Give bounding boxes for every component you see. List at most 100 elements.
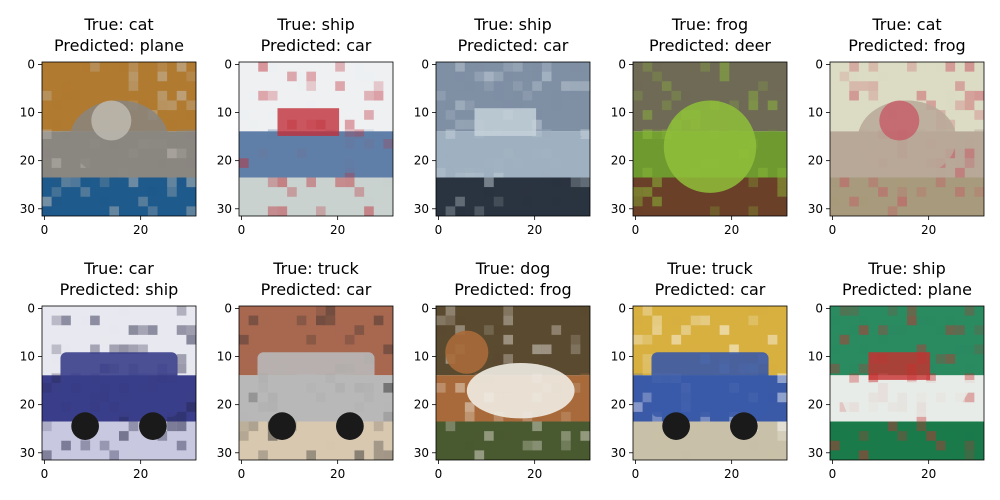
image-pixel [570,431,581,441]
y-tick-label: 0 [224,301,232,315]
image-pixel [633,206,643,216]
image-pixel [277,62,288,72]
y-tick-label: 20 [217,398,232,412]
image-pixel [455,62,465,72]
image-content [830,62,984,216]
image-pixel [186,158,196,168]
image-pixel [681,90,691,101]
image-pixel [248,431,259,441]
image-pixel [849,90,859,101]
panel-title: True: ship Predicted: car [239,14,393,56]
image-pixel [335,325,345,335]
x-tick-label: 20 [921,467,936,481]
image-pixel [364,206,374,216]
x-tick-label: 20 [921,223,936,237]
image-pixel [484,187,494,197]
image-pixel [42,334,52,345]
image-pixel [455,196,465,207]
image-pixel [70,306,81,316]
image-pixel [532,119,542,130]
image-pixel [719,71,730,82]
image-pixel [61,306,71,316]
image-pixel [373,306,384,316]
image-pixel [532,62,542,72]
image-pixel [690,62,701,72]
image-pixel [839,71,850,82]
image-pixel [907,62,917,72]
image-pixel [858,363,869,374]
image-pixel [455,325,465,335]
image-pixel [964,62,975,72]
image-pixel [436,315,446,326]
image-pixel [445,315,456,326]
image-pixel [551,196,562,207]
y-tick-label: 10 [611,350,626,364]
image-pixel [42,306,52,316]
image-pixel [522,71,533,82]
image-pixel [186,110,196,120]
image-pixel [551,100,562,111]
x-tick-label: 20 [527,467,542,481]
image-pixel [541,71,552,82]
image-pixel [758,167,768,178]
image-pixel [830,177,840,188]
image-pixel [858,431,869,441]
ship-cabin [868,352,931,380]
axes-frame [238,61,394,217]
image-pixel [267,129,278,139]
image-pixel [580,306,590,316]
image-pixel [738,62,749,72]
image-pixel [306,450,316,460]
image-pixel [147,177,158,188]
image-pixel [633,334,643,345]
image-pixel [642,315,653,326]
image-pixel [767,129,778,139]
image-pixel [503,334,513,345]
image-pixel [186,334,196,345]
image-pixel [42,421,52,432]
image-pixel [955,148,965,159]
image-pixel [287,71,297,82]
image-pixel [570,177,581,188]
image-pixel [248,90,259,101]
image-pixel [897,196,907,207]
image-pixel [916,421,927,432]
image-pixel [306,100,316,111]
image-pixel [354,81,365,91]
image-pixel [296,431,307,441]
image-pixel [474,206,485,216]
image-pixel [868,177,879,188]
y-tick-label: 0 [421,301,429,315]
image-pixel [964,373,975,383]
image-pixel [878,71,888,82]
image-content [42,62,196,216]
image-pixel [935,62,946,72]
image-pixel [176,354,187,364]
image-pixel [926,373,936,383]
image-pixel [887,306,898,316]
image-pixel [383,344,393,355]
image-pixel [661,62,672,72]
image-pixel [61,315,71,326]
y-tick-label: 30 [20,446,35,460]
image-pixel [849,148,859,159]
image-pixel [580,119,590,130]
axes-frame [829,61,985,217]
image-pixel [493,196,504,207]
axes-frame [238,305,394,461]
image-pixel [258,110,268,120]
image-pixel [964,100,975,111]
image-axes: 0 10 20 30 0 20 [20,57,197,237]
vehicle-body [651,352,769,417]
image-pixel [316,206,326,216]
image-panel: True: car Predicted: ship 0 10 20 30 0 20 [2,244,199,482]
image-pixel [858,196,869,207]
y-tick-label: 20 [20,154,35,168]
image-pixel [690,344,701,355]
image-axes: 0 10 20 30 0 20 [611,301,788,481]
image-band-bottom [42,177,196,216]
image-pixel [907,306,917,316]
image-pixel [474,450,485,460]
image-pixel [258,100,268,111]
image-pixel [42,383,52,393]
